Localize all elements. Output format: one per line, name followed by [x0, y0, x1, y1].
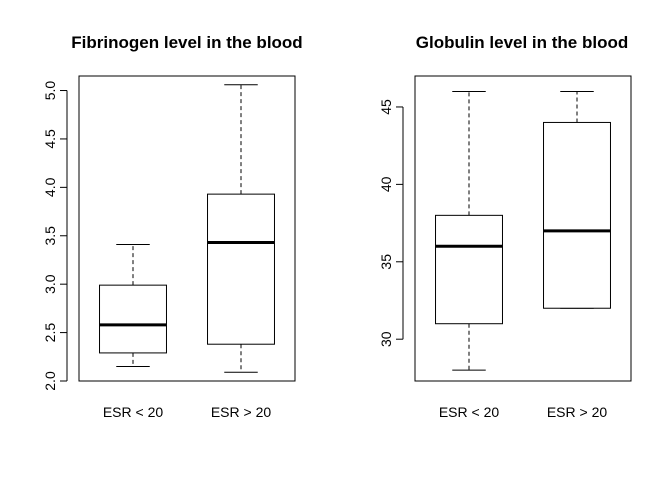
box-iqr — [207, 193, 275, 345]
y-tick-label: 45 — [378, 99, 394, 115]
y-tick-label: 30 — [378, 331, 394, 347]
box-iqr — [543, 121, 611, 309]
box-esr-lt-20 — [435, 90, 503, 371]
fibrinogen-chart: Fibrinogen level in the blood 2.0 2.5 3.0 3… — [42, 33, 303, 420]
chart-title: Globulin level in the blood — [416, 33, 629, 52]
y-tick-label: 35 — [378, 254, 394, 270]
x-tick-label: ESR > 20 — [211, 404, 272, 420]
y-tick-label: 4.0 — [42, 177, 58, 197]
globulin-chart: Globulin level in the blood 30 35 40 45 ESR … — [378, 33, 632, 420]
box-esr-gt-20 — [543, 90, 611, 309]
box-esr-gt-20 — [207, 84, 275, 373]
box-iqr — [99, 284, 167, 354]
plot-frame — [78, 75, 296, 382]
y-tick-label: 5.0 — [42, 81, 58, 101]
y-tick-label: 2.5 — [42, 323, 58, 343]
y-tick-label: 40 — [378, 176, 394, 192]
y-tick-label: 3.5 — [42, 226, 58, 246]
box-esr-lt-20 — [99, 243, 167, 367]
y-tick-label: 4.5 — [42, 129, 58, 149]
x-tick-label: ESR > 20 — [547, 404, 608, 420]
box-iqr — [435, 214, 503, 325]
x-tick-label: ESR < 20 — [103, 404, 164, 420]
x-tick-label: ESR < 20 — [439, 404, 500, 420]
plot-frame — [414, 75, 632, 382]
y-tick-label: 2.0 — [42, 371, 58, 391]
y-tick-label: 3.0 — [42, 274, 58, 294]
chart-title: Fibrinogen level in the blood — [71, 33, 302, 52]
